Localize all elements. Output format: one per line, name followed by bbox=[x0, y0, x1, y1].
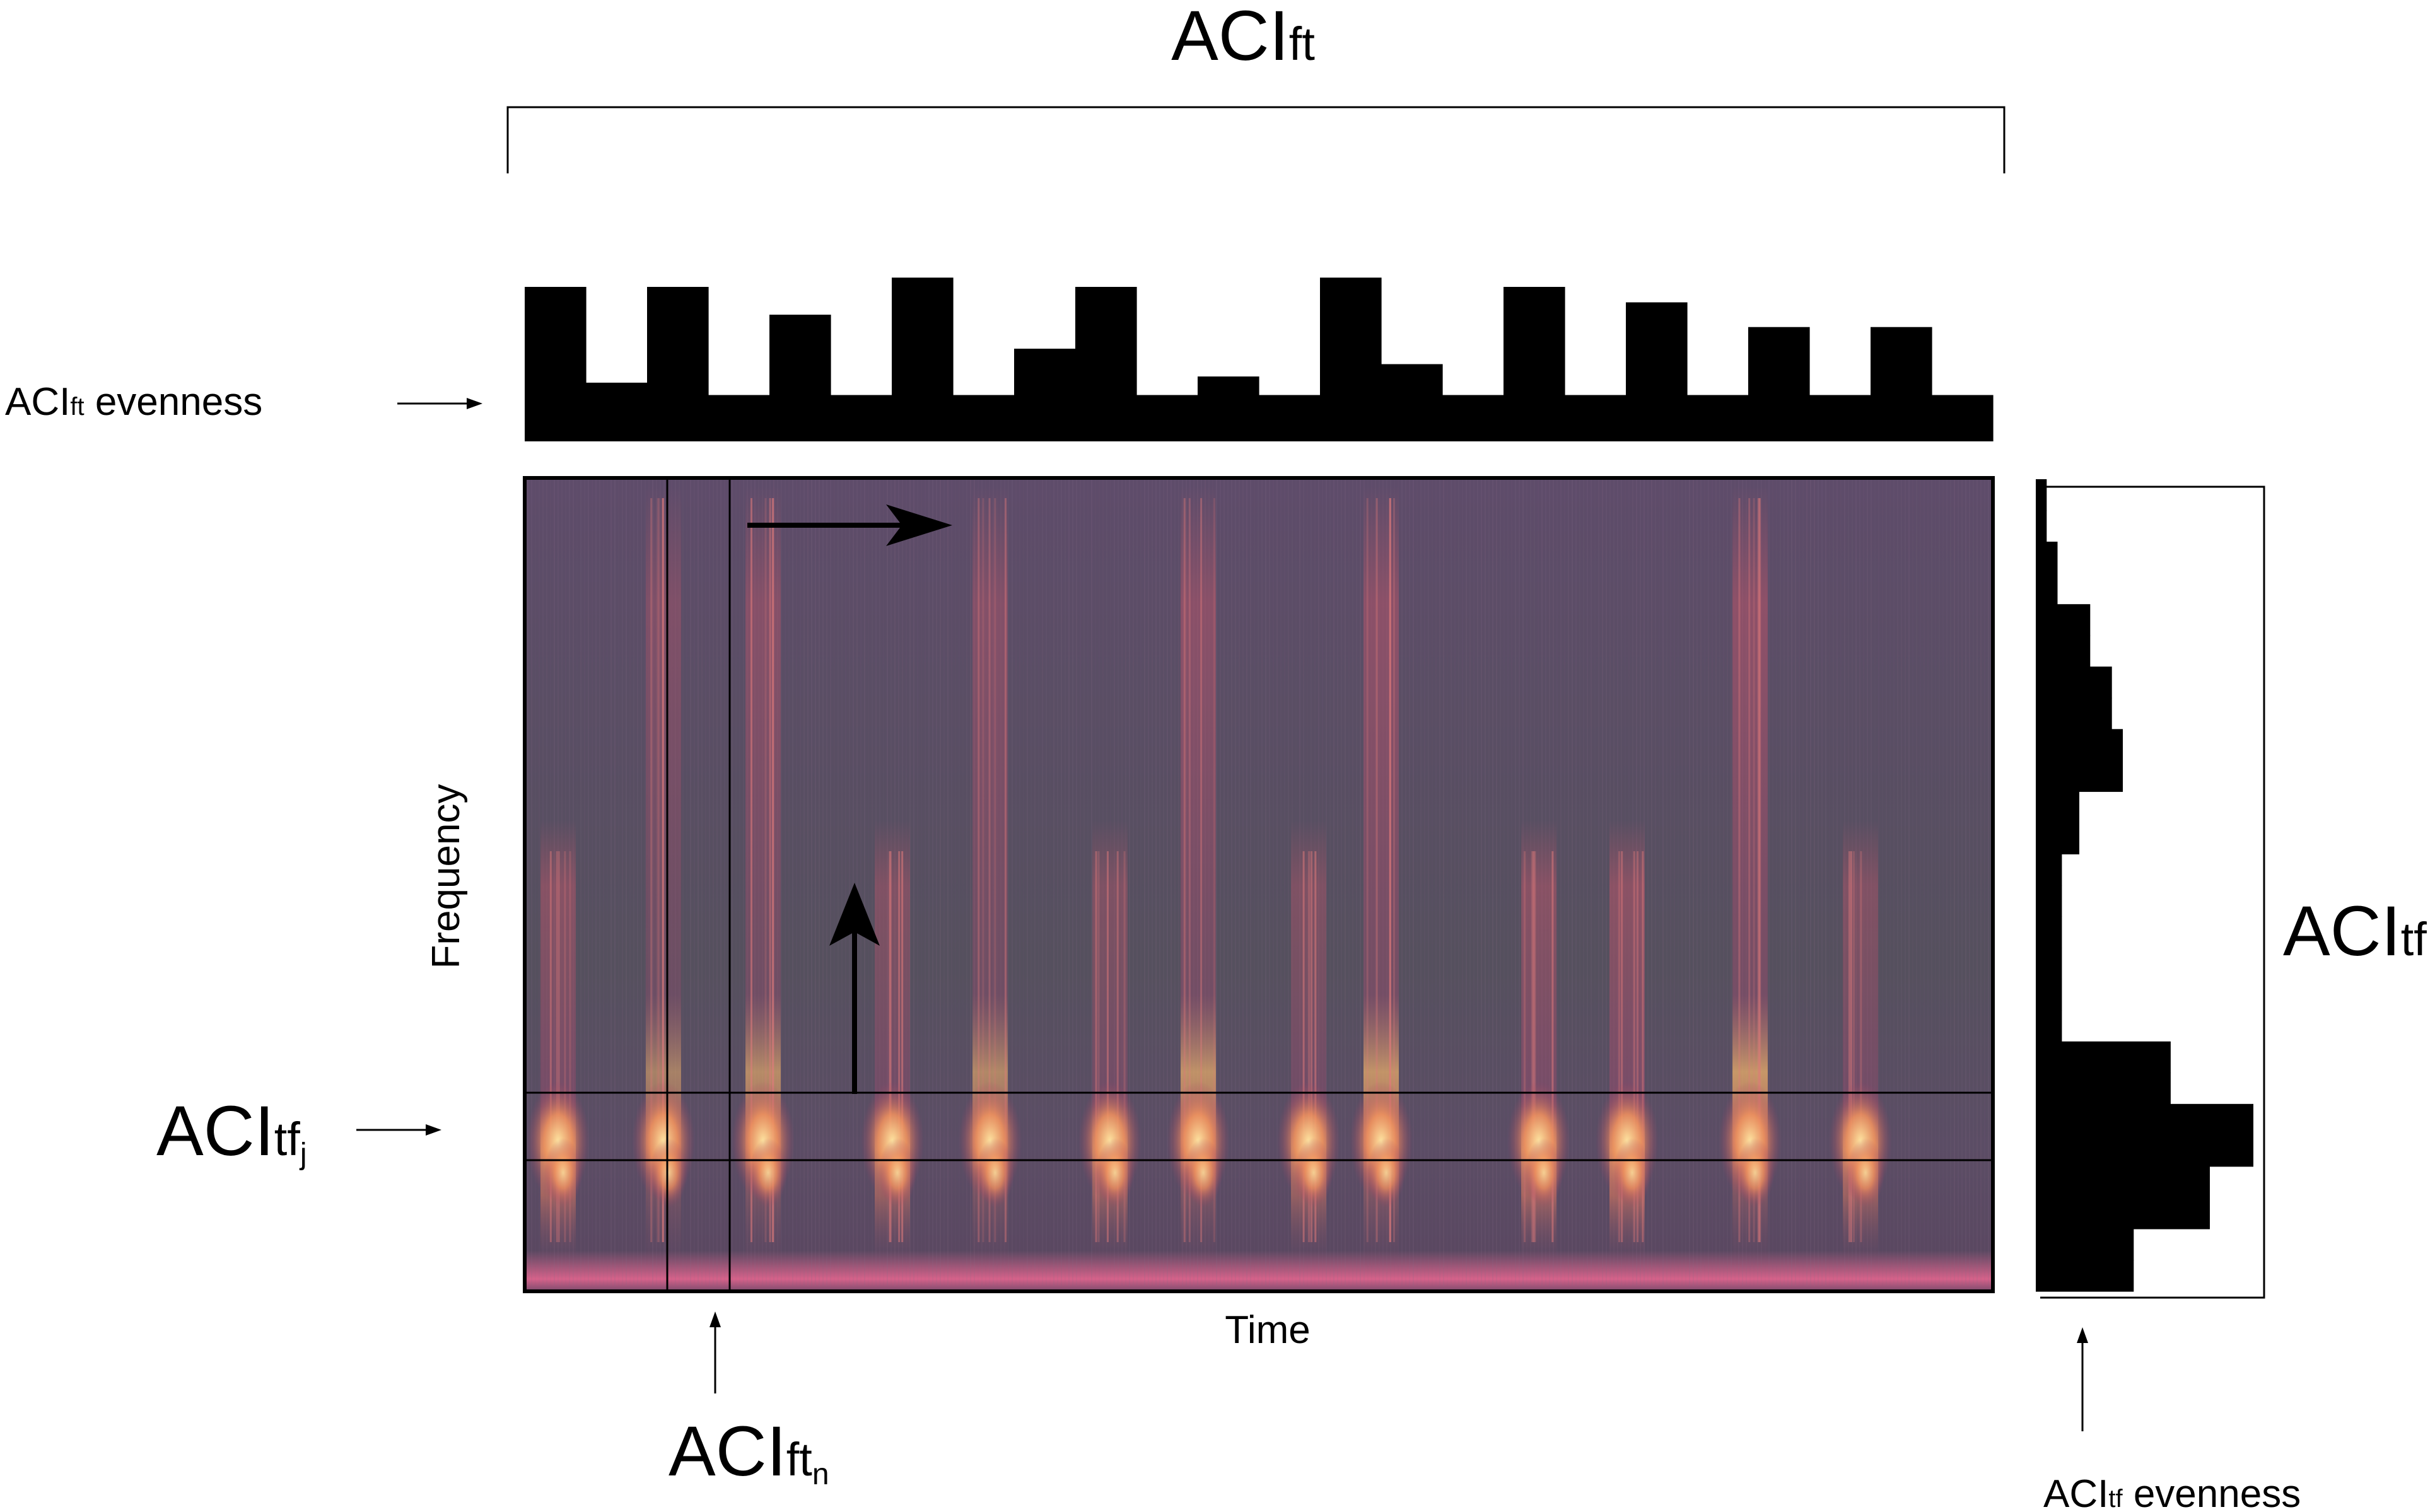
acift-bar bbox=[1014, 349, 1076, 441]
acift-bar bbox=[892, 277, 954, 441]
acift-evenness-histogram bbox=[525, 277, 1994, 441]
acift-bar bbox=[1748, 327, 1810, 441]
acitf-evenness-histogram bbox=[2036, 479, 2253, 1292]
acitf-bar bbox=[2036, 916, 2062, 948]
acitf-bar bbox=[2036, 573, 2058, 605]
acift-bar bbox=[1442, 395, 1504, 441]
acitf-bar bbox=[2036, 542, 2058, 574]
aciftn-label: ACIftn bbox=[669, 1412, 829, 1491]
acitf-bar bbox=[2036, 1010, 2062, 1042]
acitfj-arrow bbox=[356, 1124, 441, 1136]
acift-evenness-arrow bbox=[397, 398, 482, 409]
frequency-direction-arrow bbox=[829, 883, 880, 1094]
acift-bar bbox=[1136, 395, 1198, 441]
acift-bar bbox=[1626, 302, 1688, 441]
acift-bar bbox=[1687, 395, 1749, 441]
acitf-bar bbox=[2036, 948, 2062, 980]
acitf-bar bbox=[2036, 822, 2079, 854]
acitf-bar bbox=[2036, 604, 2091, 636]
acift-bar bbox=[1809, 395, 1871, 441]
acitf-bar bbox=[2036, 854, 2062, 886]
acitf-bar bbox=[2036, 760, 2123, 792]
acift-bracket bbox=[506, 106, 2006, 173]
acift-bar bbox=[586, 382, 648, 441]
acift-bar bbox=[708, 395, 770, 441]
acift-bar bbox=[1075, 287, 1137, 441]
acift-bar bbox=[647, 287, 709, 441]
acitf-bar bbox=[2036, 1135, 2253, 1167]
acitf-bar bbox=[2036, 1260, 2134, 1292]
acitf-evenness-arrow bbox=[2077, 1327, 2088, 1431]
acift-bar bbox=[1932, 395, 1994, 441]
spectrogram bbox=[523, 476, 1995, 1293]
acitf-bar bbox=[2036, 979, 2062, 1011]
acitf-bar bbox=[2036, 885, 2062, 917]
acitf-bar bbox=[2036, 1073, 2171, 1105]
acift-bar bbox=[1381, 364, 1443, 441]
acift-bar bbox=[1565, 395, 1626, 441]
acitf-bar bbox=[2036, 697, 2112, 730]
time-axis-label: Time bbox=[1225, 1308, 1310, 1352]
acitf-bar bbox=[2036, 510, 2047, 542]
acitf-bar bbox=[2036, 1041, 2171, 1073]
acitf-bar bbox=[2036, 729, 2123, 761]
acift-bar bbox=[1320, 277, 1382, 441]
aciftn-arrow bbox=[709, 1311, 721, 1393]
acitf-bar bbox=[2036, 1228, 2134, 1260]
acift-bar bbox=[953, 395, 1015, 441]
acitf-bar bbox=[2036, 791, 2079, 823]
acitf-bar bbox=[2036, 1197, 2210, 1230]
acitf-bar bbox=[2036, 479, 2047, 511]
acitf-bracket bbox=[2040, 486, 2265, 1299]
acitf-evenness-label: ACItf evenness bbox=[2043, 1472, 2301, 1512]
time-step-lines bbox=[666, 478, 731, 1291]
acift-bar bbox=[1198, 376, 1259, 441]
acitf-label: ACItf bbox=[2283, 892, 2427, 970]
acitf-bar bbox=[2036, 635, 2091, 667]
acitf-bar bbox=[2036, 1166, 2210, 1198]
acift-title: ACIft bbox=[1171, 0, 1315, 75]
acitf-bar bbox=[2036, 1103, 2253, 1136]
frequency-band-lines bbox=[525, 1091, 1993, 1161]
acift-bar bbox=[1259, 395, 1321, 441]
time-direction-arrow bbox=[747, 504, 952, 546]
frequency-axis-label: Frequency bbox=[424, 784, 468, 969]
acift-bar bbox=[1871, 327, 1932, 441]
acitf-bar bbox=[2036, 666, 2112, 699]
acift-evenness-label: ACIft evenness bbox=[5, 380, 262, 424]
acift-bar bbox=[831, 395, 892, 441]
acift-bar bbox=[1504, 287, 1565, 441]
acitfj-label: ACItfj bbox=[156, 1091, 307, 1171]
acift-bar bbox=[525, 287, 587, 441]
acift-bar bbox=[769, 315, 831, 441]
